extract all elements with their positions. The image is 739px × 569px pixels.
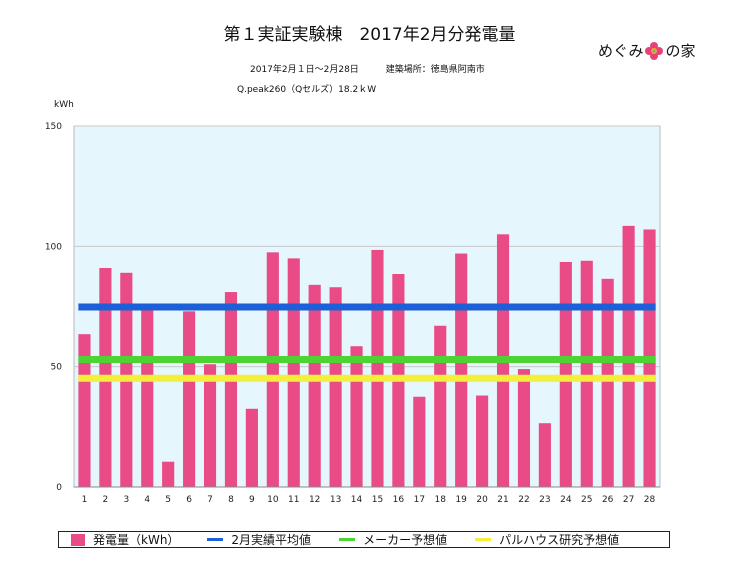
- legend-swatch-palhouse-forecast: [475, 538, 492, 541]
- x-tick-label: 22: [518, 495, 529, 505]
- bar-day-4: [141, 308, 154, 487]
- legend-label-palhouse-forecast: パルハウス研究予想値: [499, 533, 620, 547]
- legend-item-generation: 発電量（kWh）: [71, 531, 179, 548]
- bar-day-11: [287, 258, 300, 487]
- x-tick-label: 4: [144, 495, 150, 505]
- x-tick-label: 16: [393, 495, 405, 505]
- legend-label-generation: 発電量（kWh）: [93, 533, 180, 547]
- y-tick-label: 150: [45, 122, 62, 132]
- x-tick-label: 25: [581, 495, 592, 505]
- bar-day-24: [559, 261, 572, 487]
- bar-day-15: [371, 249, 384, 487]
- x-tick-label: 27: [623, 495, 634, 505]
- x-tick-label: 23: [539, 495, 550, 505]
- bar-day-20: [476, 395, 489, 487]
- bar-day-8: [224, 292, 238, 487]
- x-tick-label: 17: [414, 495, 425, 505]
- legend-swatch-maker-forecast: [339, 538, 356, 541]
- bar-day-25: [580, 260, 593, 487]
- x-tick-label: 12: [309, 495, 320, 505]
- x-tick-label: 7: [207, 495, 213, 505]
- x-tick-label: 26: [602, 495, 614, 505]
- x-tick-label: 15: [372, 495, 383, 505]
- x-tick-label: 6: [186, 495, 192, 505]
- x-tick-label: 10: [267, 495, 279, 505]
- brand-logo: めぐみ の家: [598, 40, 695, 61]
- legend-label-maker-forecast: メーカー予想値: [363, 533, 448, 547]
- x-tick-label: 20: [476, 495, 488, 505]
- y-tick-label: 100: [45, 242, 62, 252]
- logo-text-left: めぐみ: [598, 42, 644, 60]
- x-tick-label: 2: [103, 495, 109, 505]
- bar-day-17: [413, 396, 426, 487]
- bar-day-22: [517, 369, 531, 487]
- x-tick-label: 13: [330, 495, 341, 505]
- x-tick-label: 19: [455, 495, 467, 505]
- bar-day-9: [245, 408, 258, 487]
- bar-day-14: [350, 346, 363, 487]
- x-tick-label: 28: [644, 495, 656, 505]
- bar-day-5: [162, 461, 175, 487]
- flower-icon: [645, 41, 664, 60]
- bar-day-7: [203, 364, 217, 487]
- x-tick-label: 21: [497, 495, 508, 505]
- bar-day-10: [266, 252, 279, 487]
- y-tick-label: 0: [56, 483, 62, 493]
- logo-text-right: の家: [665, 42, 696, 60]
- x-tick-label: 24: [560, 495, 572, 505]
- bar-day-19: [455, 253, 468, 487]
- legend-swatch-actual-average: [207, 538, 224, 541]
- chart-title: 第１実証実験棟 2017年2月分発電量: [223, 25, 516, 45]
- y-axis-unit-label: kWh: [54, 100, 74, 110]
- bar-day-26: [601, 278, 614, 487]
- bar-day-13: [329, 287, 342, 487]
- x-tick-label: 18: [435, 495, 447, 505]
- legend-item-maker-forecast: メーカー予想値: [339, 531, 447, 548]
- chart-subtitle-period-location: 2017年2月１日〜2月28日 建築場所：徳島県阿南市: [250, 65, 485, 75]
- legend-item-palhouse-forecast: パルハウス研究予想値: [475, 531, 619, 548]
- bar-day-6: [183, 311, 196, 487]
- x-tick-label: 14: [351, 495, 363, 505]
- x-tick-label: 9: [249, 495, 255, 505]
- chart-legend: 発電量（kWh） 2月実績平均値 メーカー予想値 パルハウス研究予想値: [58, 531, 670, 548]
- legend-swatch-generation: [71, 533, 85, 546]
- y-tick-label: 50: [51, 363, 63, 373]
- x-tick-label: 8: [228, 495, 234, 505]
- x-tick-label: 1: [82, 495, 88, 505]
- bar-day-23: [538, 423, 551, 487]
- bar-day-1: [78, 334, 91, 487]
- x-tick-label: 11: [288, 495, 299, 505]
- bar-day-12: [308, 284, 321, 487]
- legend-item-actual-average: 2月実績平均値: [207, 531, 311, 548]
- bar-day-18: [434, 325, 447, 487]
- legend-label-actual-average: 2月実績平均値: [231, 533, 312, 547]
- x-tick-label: 3: [123, 495, 129, 505]
- x-tick-label: 5: [165, 495, 171, 505]
- chart-subtitle-panel: Q.peak260（Qセルズ）18.2ｋW: [237, 85, 377, 95]
